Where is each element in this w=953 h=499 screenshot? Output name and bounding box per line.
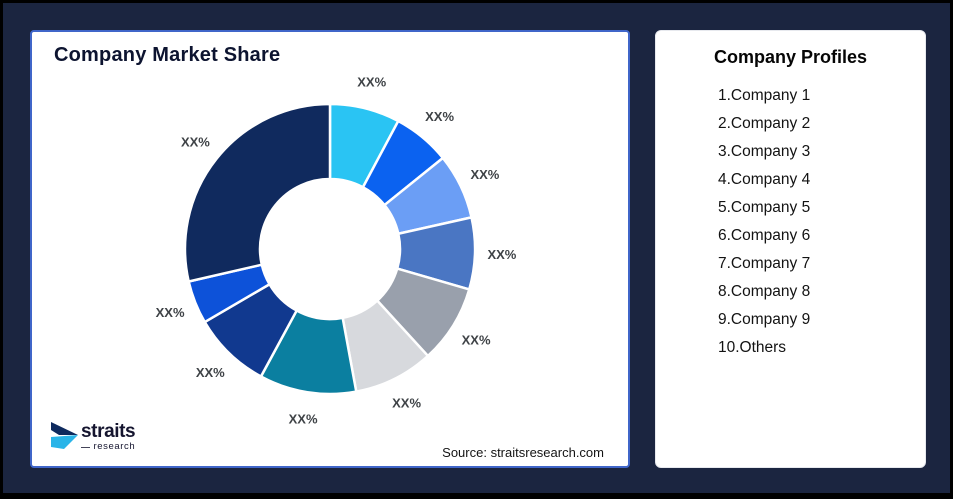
source-attribution: Source: straitsresearch.com <box>442 445 604 460</box>
donut-segment-10 <box>183 102 332 283</box>
profile-list-item: 2.Company 2 <box>718 115 811 132</box>
logo-brand-name: straits <box>81 421 136 442</box>
profile-list-item: 1.Company 1 <box>718 87 811 104</box>
straits-research-logo: straits research <box>48 419 136 452</box>
profile-list-item: 7.Company 7 <box>718 255 811 272</box>
market-share-donut: XX% XX% XX% XX% XX% XX% XX% XX% XX% XX% <box>156 75 517 427</box>
logo-divider-line <box>81 446 91 448</box>
donut-segment-label: XX% <box>357 75 386 90</box>
profile-list-item: 10.Others <box>718 339 787 356</box>
profile-list-item: 9.Company 9 <box>718 311 811 328</box>
logo-text: straits research <box>81 421 136 452</box>
logo-sub-row: research <box>81 442 135 452</box>
market-share-panel: Company Market Share XX% XX% XX% XX% XX% XX% X… <box>30 30 630 468</box>
donut-segment-label: XX% <box>289 411 318 426</box>
profile-list-item: 6.Company 6 <box>718 227 811 244</box>
logo-sub-name: research <box>93 441 136 452</box>
straits-logo-icon <box>51 422 78 449</box>
donut-segment-label: XX% <box>425 109 454 124</box>
company-profiles-panel: Company Profiles 1.Company 1 2.Company 2… <box>655 30 926 468</box>
profile-list-item: 4.Company 4 <box>718 171 811 188</box>
donut-segment-label: XX% <box>462 332 491 347</box>
profiles-list: 1.Company 1 2.Company 2 3.Company 3 4.Co… <box>656 82 925 362</box>
donut-segment-label: XX% <box>196 365 225 380</box>
donut-segment-label: XX% <box>181 134 210 149</box>
donut-segment-label: XX% <box>487 247 516 262</box>
profile-list-item: 8.Company 8 <box>718 283 811 300</box>
chart-title: Company Market Share <box>54 44 281 66</box>
donut-segment-label: XX% <box>470 167 499 182</box>
profile-list-item: 5.Company 5 <box>718 199 811 216</box>
profiles-title: Company Profiles <box>713 47 868 67</box>
donut-segment-label: XX% <box>156 305 185 320</box>
profile-list-item: 3.Company 3 <box>718 143 811 160</box>
donut-segment-label: XX% <box>392 396 421 411</box>
